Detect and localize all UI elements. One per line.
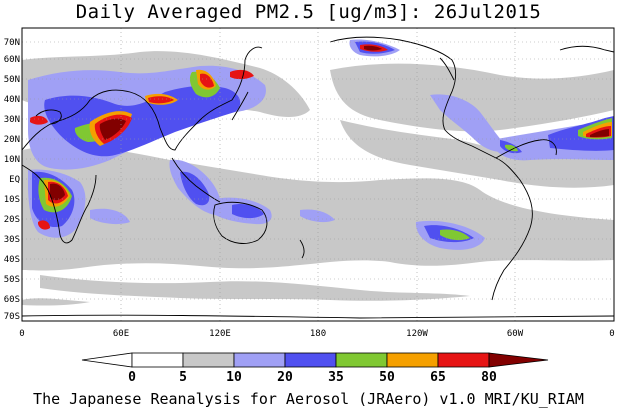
- colorbar-tick: 0: [128, 370, 136, 385]
- colorbar-segment: [488, 352, 549, 368]
- colorbar-tick: 35: [328, 370, 344, 385]
- lon-label: 0: [19, 329, 24, 339]
- coastlines: [21, 36, 615, 319]
- colorbar-segment: [182, 352, 235, 368]
- lat-label: 20S: [4, 215, 20, 225]
- lat-label: 40N: [4, 95, 20, 105]
- map-frame: [21, 27, 615, 322]
- map-title: Daily Averaged PM2.5 [ug/m3]: 26Jul2015: [75, 1, 542, 23]
- lon-label: 120W: [406, 329, 428, 339]
- colorbar-tick: 5: [179, 370, 187, 385]
- longitude-labels: 0 60E 120E 180 120W 60W 0: [19, 329, 614, 339]
- lat-label: 30N: [4, 115, 20, 125]
- lat-label: 60N: [4, 55, 20, 65]
- lat-label: 50N: [4, 75, 20, 85]
- lon-label: 120E: [209, 329, 231, 339]
- lat-label: 40S: [4, 255, 20, 265]
- colorbar-tick: 20: [277, 370, 293, 385]
- lat-label: 30S: [4, 235, 20, 245]
- colorbar-tick: 50: [379, 370, 395, 385]
- lat-label: 50S: [4, 275, 20, 285]
- lat-label: 70N: [4, 38, 20, 48]
- colorbar-tick: 80: [481, 370, 497, 385]
- map-panel: [21, 27, 615, 322]
- colorbar-segment: [233, 352, 286, 368]
- gridlines: [22, 28, 614, 321]
- colorbar-tick: 65: [430, 370, 446, 385]
- colorbar-segment: [335, 352, 388, 368]
- footer-credit: The Japanese Reanalysis for Aerosol (JRA…: [33, 390, 584, 408]
- lon-label: 60E: [113, 329, 129, 339]
- colorbar: 0 5 10 20 35 50 65 80: [81, 352, 549, 385]
- colorbar-tick: 10: [226, 370, 242, 385]
- latitude-labels: 70N 60N 50N 40N 30N 20N 10N EQ 10S 20S 3…: [4, 38, 20, 322]
- lat-label: EQ: [9, 175, 20, 185]
- lat-label: 10S: [4, 195, 20, 205]
- lon-label: 60W: [507, 329, 524, 339]
- colorbar-segment: [284, 352, 337, 368]
- lat-label: 20N: [4, 135, 20, 145]
- pm25-field-darkred: [50, 45, 609, 201]
- lon-label: 0: [609, 329, 614, 339]
- colorbar-segment: [81, 352, 133, 368]
- colorbar-segment: [131, 352, 184, 368]
- lon-label: 180: [310, 329, 326, 339]
- lat-label: 60S: [4, 295, 20, 305]
- lat-label: 10N: [4, 155, 20, 165]
- lat-label: 70S: [4, 312, 20, 322]
- colorbar-segment: [437, 352, 490, 368]
- colorbar-segment: [386, 352, 439, 368]
